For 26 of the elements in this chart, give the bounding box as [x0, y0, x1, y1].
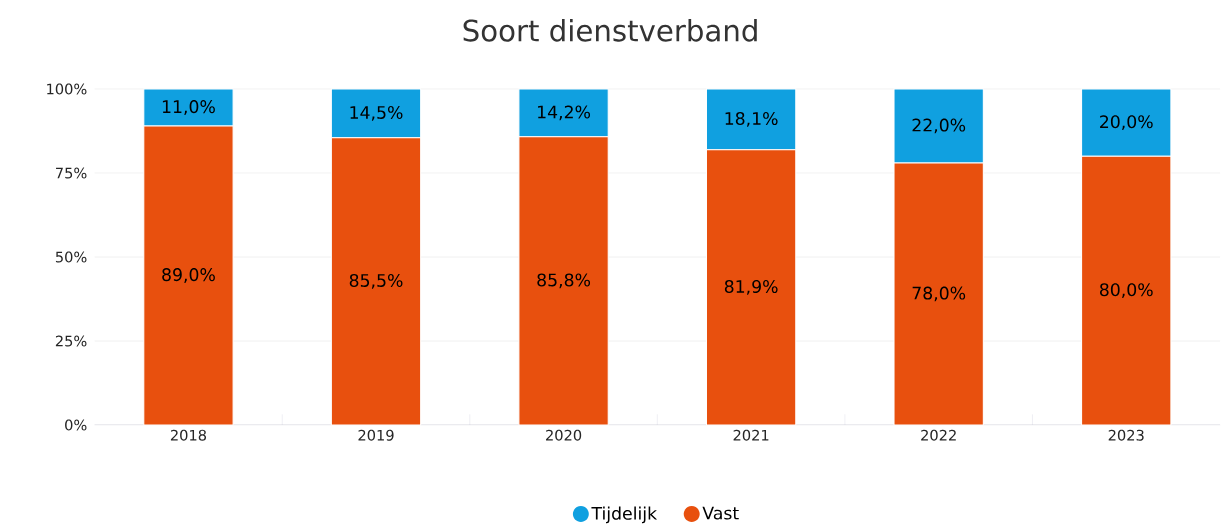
chart-title: Soort dienstverband: [463, 19, 757, 42]
y-tick-label: 50%: [55, 251, 87, 263]
data-label: 89,0%: [162, 268, 215, 283]
data-label: 14,2%: [538, 105, 591, 121]
data-label: 20,0%: [1100, 115, 1153, 130]
data-label: 80,0%: [1099, 283, 1153, 298]
data-label: 81,9%: [724, 280, 778, 295]
y-tick-label: 25%: [55, 335, 87, 347]
y-tick-label: 75%: [56, 167, 87, 179]
data-label: 85,5%: [349, 273, 403, 289]
data-label: 85,8%: [537, 273, 591, 289]
x-tick-label: 2023: [1108, 429, 1144, 441]
data-label: 22,0%: [912, 118, 966, 134]
x-tick-label: 2021: [733, 429, 769, 441]
data-label: 11,0%: [162, 100, 215, 115]
legend-label: Tijdelijk: [591, 506, 658, 524]
x-tick-label: 2020: [546, 429, 582, 441]
data-label: 18,1%: [725, 112, 778, 127]
data-label: 78,0%: [912, 286, 966, 302]
legend-label: Vast: [702, 506, 739, 520]
data-label: 14,5%: [350, 105, 403, 121]
x-tick-label: 2018: [170, 429, 207, 441]
x-tick-label: 2019: [358, 429, 394, 441]
y-tick-label: 0%: [65, 419, 87, 431]
x-tick-label: 2022: [921, 429, 956, 441]
y-tick-label: 100%: [47, 83, 87, 95]
